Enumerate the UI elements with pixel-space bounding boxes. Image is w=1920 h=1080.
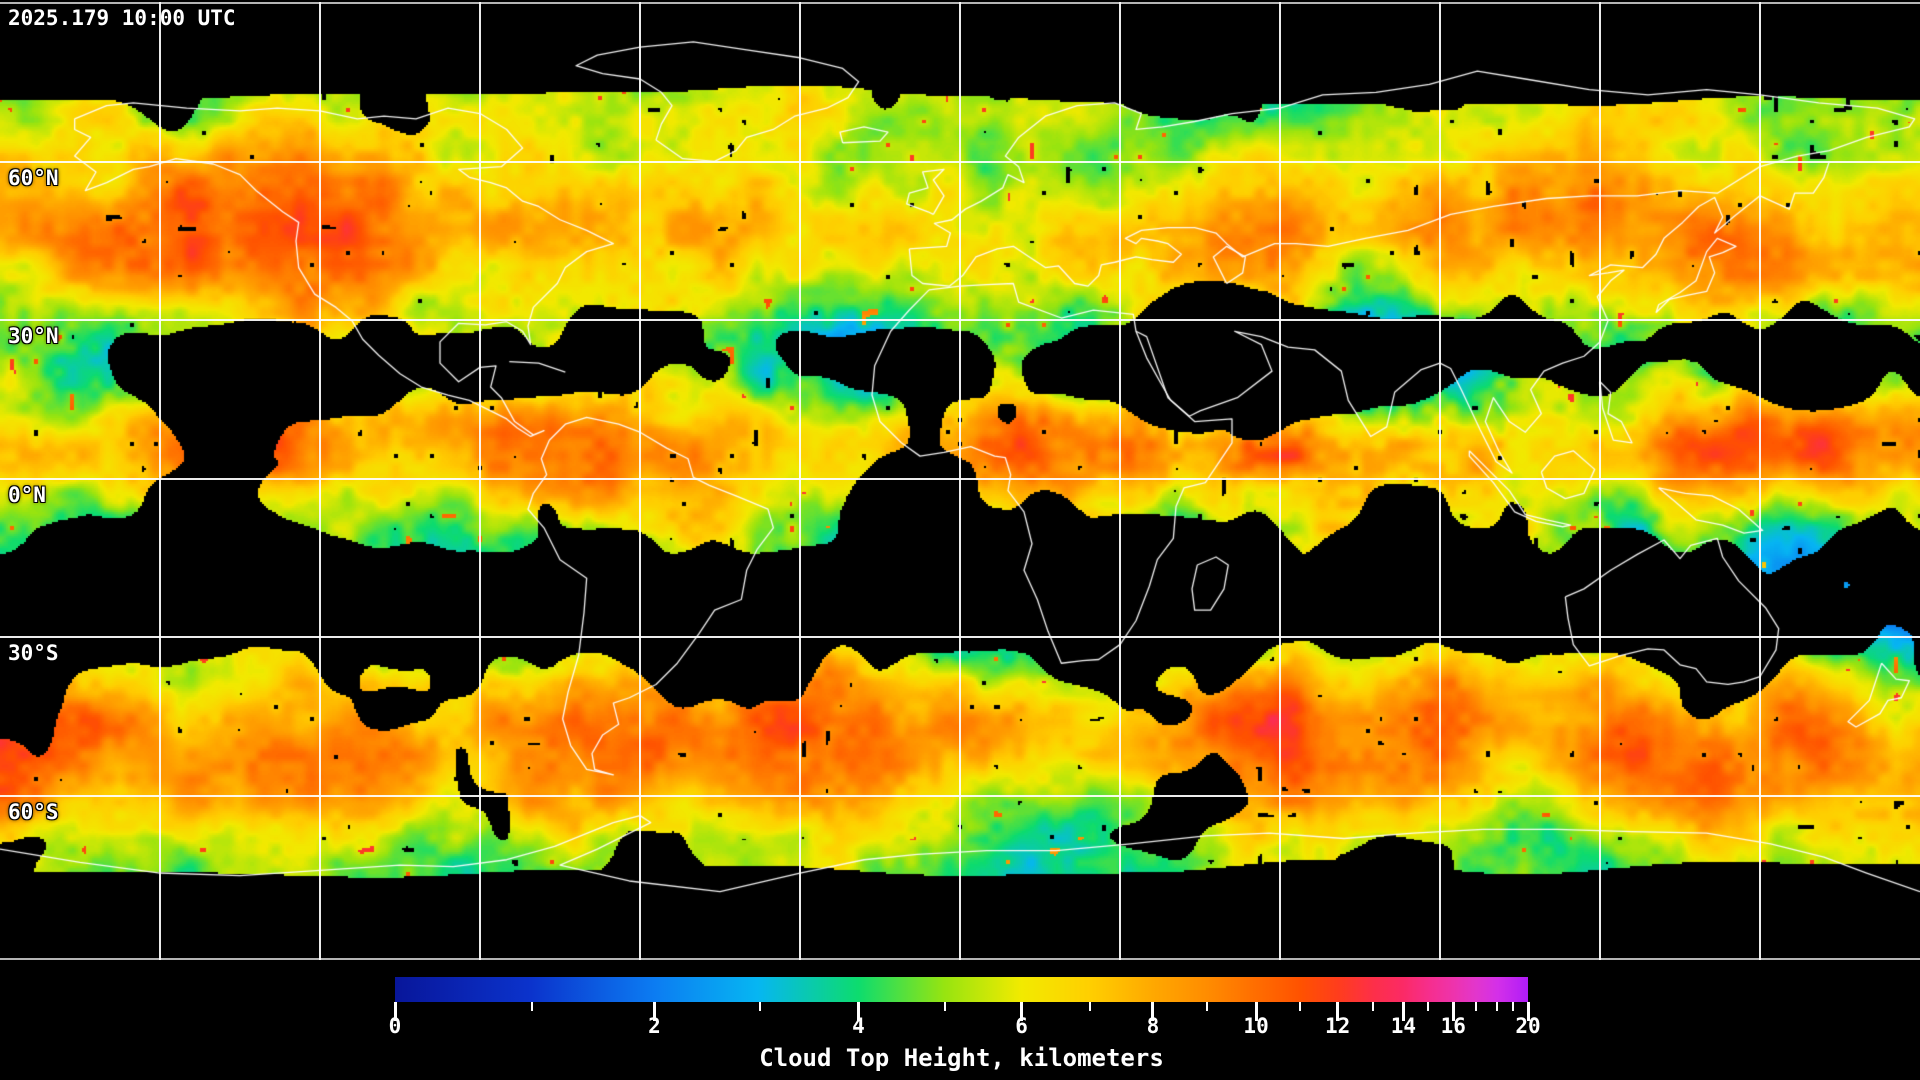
latitude-label-30°S: 30°S bbox=[8, 641, 59, 665]
latitude-label-0°N: 0°N bbox=[8, 483, 46, 507]
colorbar-minor-tick-19 bbox=[1512, 1002, 1515, 1011]
meridian-gridline bbox=[959, 2, 961, 960]
colorbar-tick-label-20: 20 bbox=[1515, 1014, 1541, 1038]
colorbar-tick-label-14: 14 bbox=[1390, 1014, 1417, 1038]
colorbar-minor-tick-5 bbox=[943, 1002, 946, 1011]
colorbar-major-tick-2 bbox=[652, 1002, 656, 1021]
colorbar-tick-label-12: 12 bbox=[1324, 1014, 1351, 1038]
colorbar-major-tick-10 bbox=[1254, 1002, 1258, 1021]
colorbar-gradient bbox=[395, 977, 1528, 1002]
meridian-gridline bbox=[799, 2, 801, 960]
colorbar-minor-tick-15 bbox=[1427, 1002, 1430, 1011]
colorbar-tick-label-0: 0 bbox=[388, 1014, 402, 1038]
meridian-gridline bbox=[319, 2, 321, 960]
colorbar-major-tick-6 bbox=[1020, 1002, 1024, 1021]
latitude-gridline-0°N bbox=[0, 478, 1920, 480]
meridian-gridline bbox=[1759, 2, 1761, 960]
colorbar-major-tick-4 bbox=[856, 1002, 860, 1021]
colorbar-major-tick-16 bbox=[1451, 1002, 1455, 1021]
colorbar-major-tick-0 bbox=[393, 1002, 397, 1021]
colorbar-major-tick-20 bbox=[1526, 1002, 1530, 1021]
meridian-gridline bbox=[159, 2, 161, 960]
latitude-label-60°N: 60°N bbox=[8, 166, 59, 190]
latitude-gridline-30°S bbox=[0, 636, 1920, 638]
latitude-gridline-60°N bbox=[0, 161, 1920, 163]
latitude-label-30°N: 30°N bbox=[8, 324, 59, 348]
colorbar-minor-tick-1 bbox=[531, 1002, 534, 1011]
colorbar-minor-tick-18 bbox=[1496, 1002, 1499, 1011]
colorbar-tick-label-4: 4 bbox=[852, 1014, 865, 1038]
meridian-gridline bbox=[1279, 2, 1281, 960]
timestamp-label: 2025.179 10:00 UTC bbox=[8, 6, 236, 30]
meridian-gridline bbox=[1439, 2, 1441, 960]
meridian-gridline bbox=[1119, 2, 1121, 960]
colorbar-minor-tick-3 bbox=[758, 1002, 761, 1011]
colorbar-tick-label-2: 2 bbox=[648, 1014, 661, 1038]
colorbar-tick-label-8: 8 bbox=[1146, 1014, 1160, 1038]
colorbar-minor-tick-9 bbox=[1206, 1002, 1209, 1011]
colorbar-title: Cloud Top Height, kilometers bbox=[759, 1044, 1164, 1072]
colorbar-minor-tick-7 bbox=[1088, 1002, 1091, 1011]
colorbar-major-tick-14 bbox=[1401, 1002, 1405, 1021]
meridian-gridline bbox=[479, 2, 481, 960]
latitude-gridline-60°S bbox=[0, 795, 1920, 797]
latitude-gridline-30°N bbox=[0, 319, 1920, 321]
meridian-gridline bbox=[639, 2, 641, 960]
latitude-label-60°S: 60°S bbox=[8, 800, 59, 824]
colorbar-tick-label-6: 6 bbox=[1015, 1014, 1028, 1038]
colorbar-minor-tick-13 bbox=[1371, 1002, 1374, 1011]
colorbar-tick-label-10: 10 bbox=[1243, 1014, 1269, 1038]
colorbar-tick-label-16: 16 bbox=[1440, 1014, 1466, 1038]
meridian-gridline bbox=[1599, 2, 1601, 960]
colorbar-minor-tick-17 bbox=[1474, 1002, 1477, 1011]
colorbar-major-tick-8 bbox=[1151, 1002, 1155, 1021]
colorbar-minor-tick-11 bbox=[1299, 1002, 1302, 1011]
colorbar-major-tick-12 bbox=[1336, 1002, 1340, 1021]
